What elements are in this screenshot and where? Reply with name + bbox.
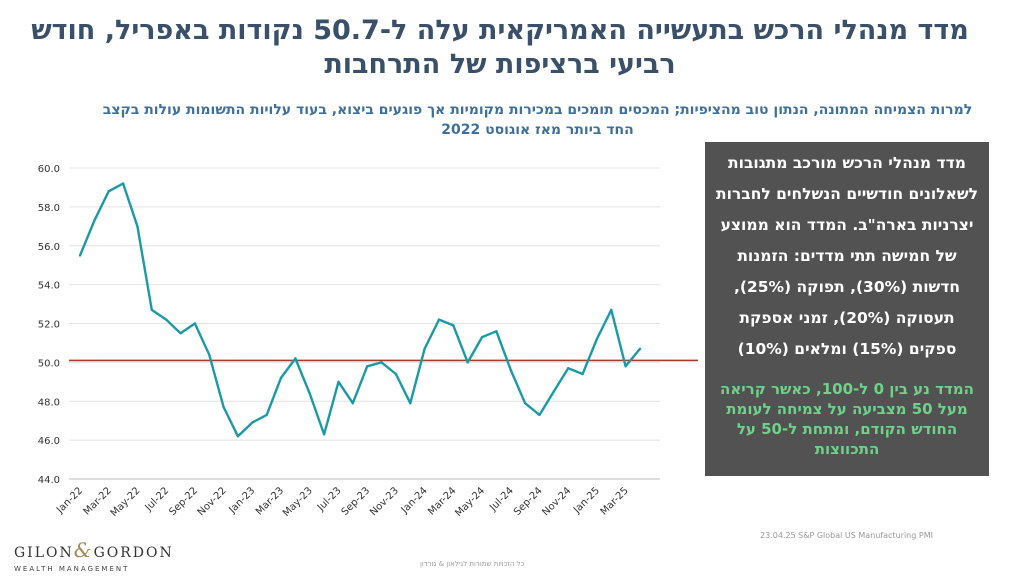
data-point [610, 308, 613, 312]
pmi-series-line [78, 182, 641, 438]
info-box-main-text: מדד מנהלי הרכש מורכב מתגובות לשאלונים חו… [716, 154, 978, 358]
data-point [595, 337, 599, 341]
company-logo: GILON&GORDON WEALTH MANAGEMENT [14, 538, 172, 573]
y-tick-label: 46.0 [38, 436, 60, 447]
data-point [150, 308, 153, 312]
copyright-footer: כל הזכויות שמורות לגילאון & גורדון [420, 560, 525, 568]
data-point [423, 347, 426, 350]
data-point [552, 390, 556, 393]
x-tick-label: Nov-22 [196, 485, 229, 518]
x-tick-label: Nov-23 [368, 485, 401, 518]
logo-tagline: WEALTH MANAGEMENT [14, 565, 130, 573]
y-tick-label: 52.0 [38, 320, 60, 331]
data-point [351, 401, 355, 405]
data-point [337, 380, 340, 384]
x-tick-label: May-24 [453, 485, 487, 519]
y-tick-label: 54.0 [38, 281, 60, 292]
logo-name-right: GORDON [93, 545, 174, 561]
data-point [208, 353, 211, 356]
data-point [523, 401, 527, 405]
pmi-line-chart: 44.0 46.0 48.0 50.0 52.0 54.0 56.0 58.0 60.0 Jan-… [38, 164, 698, 519]
data-point [581, 372, 584, 376]
page-subtitle: למרות הצמיחה המתונה, הנתון טוב מהציפיות;… [102, 102, 973, 138]
data-point [236, 435, 240, 438]
data-point [193, 322, 197, 325]
page-title: מדד מנהלי הרכש בתעשייה האמריקאית עלה ל-5… [31, 15, 969, 80]
x-tick-label: Sep-23 [340, 485, 373, 518]
data-point [251, 421, 254, 424]
data-point [495, 330, 498, 333]
x-tick-label: Jan-25 [571, 485, 602, 516]
data-point [179, 332, 182, 335]
x-tick-label: Mar-25 [599, 485, 631, 517]
data-point [452, 324, 455, 327]
x-tick-label: Jan-22 [54, 485, 85, 516]
info-box: מדד מנהלי הרכש מורכב מתגובות לשאלונים חו… [705, 142, 989, 476]
logo-name-left: GILON [14, 545, 74, 561]
data-point [624, 365, 627, 368]
data-point [538, 413, 541, 417]
data-point [380, 361, 383, 364]
x-tick-label: Sep-24 [512, 485, 545, 518]
data-point [294, 357, 297, 360]
x-tick-label: May-23 [281, 485, 315, 519]
data-point [107, 190, 110, 193]
data-point [409, 401, 412, 405]
data-point [308, 392, 311, 395]
y-tick-label: 44.0 [38, 475, 60, 486]
data-point [322, 433, 326, 436]
data-point [279, 376, 283, 380]
data-point [466, 361, 469, 364]
y-tick-label: 60.0 [38, 164, 60, 175]
data-point [509, 368, 512, 372]
x-tick-label: Jan-24 [399, 485, 430, 516]
x-tick-label: May-22 [109, 485, 143, 519]
source-note: 23.04.25 S&P Global US Manufacturing PMI [760, 531, 933, 540]
data-point [121, 182, 125, 185]
data-point [78, 254, 82, 257]
y-tick-label: 56.0 [38, 242, 60, 253]
y-tick-label: 50.0 [38, 358, 60, 369]
data-point [394, 372, 398, 376]
x-tick-label: Nov-24 [540, 485, 573, 518]
info-box-note: המדד נע בין 0 ל-100, כאשר קריאה מעל 50 מ… [720, 380, 974, 458]
data-point [93, 219, 96, 222]
data-point [567, 367, 570, 370]
x-tick-label: Jan-23 [226, 485, 257, 516]
data-point [638, 347, 642, 350]
data-point [437, 318, 441, 321]
data-point [480, 335, 484, 339]
x-tick-label: Sep-22 [167, 485, 200, 518]
y-tick-label: 58.0 [38, 203, 60, 214]
data-point [136, 225, 139, 228]
data-point [365, 365, 369, 368]
data-point [222, 405, 225, 409]
logo-ampersand: & [73, 538, 94, 562]
data-point [265, 413, 268, 417]
y-tick-label: 48.0 [38, 397, 60, 408]
data-point [164, 318, 168, 321]
